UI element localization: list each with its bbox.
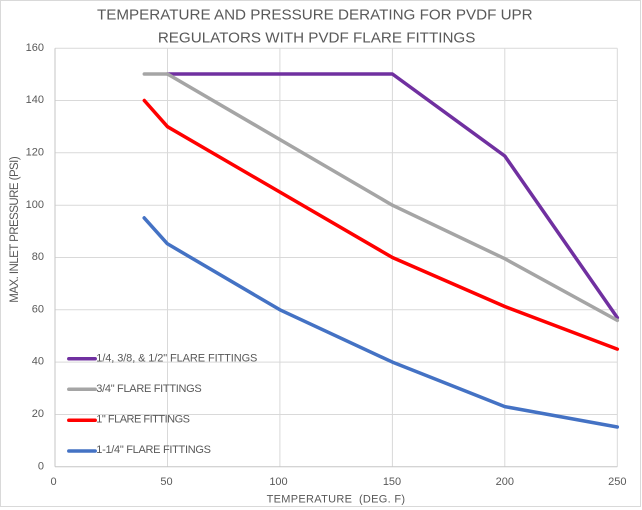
svg-text:0: 0: [38, 460, 44, 472]
svg-text:80: 80: [32, 251, 44, 263]
svg-text:TEMPERATURE AND PRESSURE DERAT: TEMPERATURE AND PRESSURE DERATING FOR PV…: [97, 7, 533, 24]
svg-text:250: 250: [608, 476, 626, 488]
svg-text:150: 150: [383, 476, 401, 488]
svg-text:200: 200: [496, 476, 514, 488]
svg-text:1" FLARE FITTINGS: 1" FLARE FITTINGS: [96, 414, 189, 426]
svg-text:120: 120: [26, 146, 44, 158]
svg-text:60: 60: [32, 303, 44, 315]
svg-text:TEMPERATURE (DEG. F): TEMPERATURE (DEG. F): [267, 494, 406, 506]
svg-text:40: 40: [32, 356, 44, 368]
svg-text:3/4" FLARE FITTINGS: 3/4" FLARE FITTINGS: [96, 383, 201, 395]
svg-text:1-1/4" FLARE FITTINGS: 1-1/4" FLARE FITTINGS: [96, 444, 210, 456]
svg-text:160: 160: [26, 42, 44, 54]
svg-text:MAX. INLET PRESSURE (PSI): MAX. INLET PRESSURE (PSI): [9, 156, 21, 303]
svg-text:0: 0: [50, 476, 56, 488]
svg-text:1/4, 3/8, & 1/2" FLARE FITTING: 1/4, 3/8, & 1/2" FLARE FITTINGS: [96, 352, 257, 364]
svg-text:140: 140: [26, 94, 44, 106]
svg-text:REGULATORS WITH PVDF FLARE FIT: REGULATORS WITH PVDF FLARE FITTINGS: [158, 30, 476, 47]
svg-text:100: 100: [26, 199, 44, 211]
svg-text:100: 100: [269, 476, 287, 488]
svg-text:20: 20: [32, 408, 44, 420]
svg-text:50: 50: [160, 476, 172, 488]
